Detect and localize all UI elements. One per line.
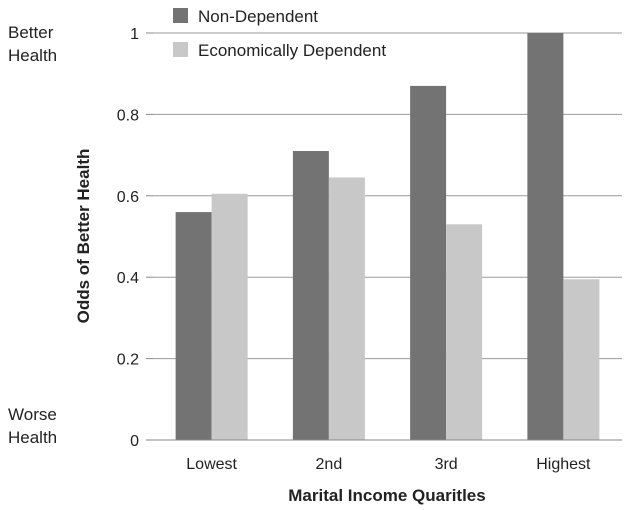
legend-swatch-non-dependent <box>173 8 188 23</box>
x-axis-title: Marital Income Quaritles <box>288 486 485 505</box>
y-axis-ticks: 0 0.2 0.4 0.6 0.8 1 <box>117 26 153 450</box>
worse-health-line2: Health <box>8 428 58 447</box>
worse-health-annotation: Worse Health <box>8 403 57 449</box>
legend: Non-Dependent Economically Dependent <box>173 7 386 60</box>
bar-economically-dependent-2 <box>446 224 483 440</box>
x-tick-label-2: 3rd <box>435 456 458 473</box>
bar-non-dependent-2 <box>410 85 447 440</box>
x-axis-ticks: Lowest 2nd 3rd Highest <box>186 456 591 473</box>
x-tick-label-1: 2nd <box>316 456 343 473</box>
better-health-annotation: Better Health <box>8 21 57 67</box>
legend-label-non-dependent: Non-Dependent <box>198 7 318 26</box>
y-tick-label-0: 0 <box>130 433 139 450</box>
y-tick-label-4: 0.8 <box>117 107 139 124</box>
y-tick-label-2: 0.4 <box>117 270 139 287</box>
y-tick-label-5: 1 <box>130 26 139 43</box>
bars <box>175 33 600 441</box>
bar-non-dependent-1 <box>292 151 329 440</box>
y-axis-title: Odds of Better Health <box>74 149 93 324</box>
legend-label-economically-dependent: Economically Dependent <box>198 41 386 60</box>
worse-health-line1: Worse <box>8 405 57 424</box>
x-tick-label-0: Lowest <box>186 456 237 473</box>
x-tick-label-3: Highest <box>536 456 591 473</box>
bar-economically-dependent-3 <box>563 279 600 440</box>
bar-non-dependent-0 <box>175 212 212 440</box>
y-tick-label-3: 0.6 <box>117 189 139 206</box>
bar-economically-dependent-1 <box>328 177 365 441</box>
bar-non-dependent-3 <box>527 33 564 440</box>
better-health-line2: Health <box>8 46 58 65</box>
better-health-line1: Better <box>8 23 54 42</box>
y-tick-label-1: 0.2 <box>117 352 139 369</box>
bar-economically-dependent-0 <box>211 193 248 440</box>
legend-swatch-economically-dependent <box>173 42 188 57</box>
